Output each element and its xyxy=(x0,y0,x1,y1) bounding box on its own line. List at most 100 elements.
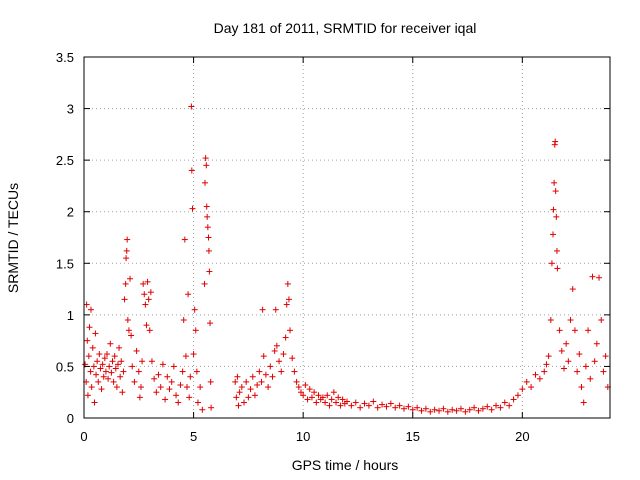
data-point xyxy=(247,386,254,393)
data-point xyxy=(125,327,132,334)
data-point xyxy=(108,369,115,376)
data-point xyxy=(146,327,153,334)
data-point xyxy=(576,351,583,358)
data-point xyxy=(333,399,340,406)
data-point xyxy=(159,361,166,368)
data-point xyxy=(142,301,149,308)
data-point xyxy=(124,317,131,324)
data-point xyxy=(556,327,563,334)
data-point xyxy=(563,340,570,347)
data-point xyxy=(553,213,560,220)
data-point xyxy=(162,396,169,403)
data-point xyxy=(113,384,120,391)
data-point xyxy=(514,392,521,399)
data-point xyxy=(560,365,567,372)
data-point xyxy=(88,384,95,391)
data-point xyxy=(208,404,215,411)
data-point xyxy=(324,392,331,399)
data-point xyxy=(293,378,300,385)
data-point xyxy=(306,386,313,393)
data-point xyxy=(598,317,605,324)
data-points xyxy=(82,103,611,415)
data-point xyxy=(197,384,204,391)
data-point xyxy=(84,337,91,344)
data-point xyxy=(128,332,135,339)
data-point xyxy=(335,394,342,401)
data-point xyxy=(179,368,186,375)
data-point xyxy=(101,355,108,362)
data-point xyxy=(339,396,346,403)
data-point xyxy=(188,103,195,110)
data-point xyxy=(427,408,434,415)
data-point xyxy=(86,324,93,331)
data-point xyxy=(205,234,212,241)
data-point xyxy=(287,327,294,334)
data-point xyxy=(173,392,180,399)
data-point xyxy=(106,363,113,370)
data-point xyxy=(436,407,443,414)
data-point xyxy=(602,353,609,360)
x-tick-label: 15 xyxy=(406,429,420,444)
data-point xyxy=(444,408,451,415)
data-point xyxy=(289,355,296,362)
data-point xyxy=(155,371,162,378)
data-point xyxy=(131,378,138,385)
data-point xyxy=(322,399,329,406)
data-point xyxy=(98,386,105,393)
data-point xyxy=(89,344,96,351)
data-point xyxy=(202,155,209,162)
data-point xyxy=(144,278,151,285)
data-point xyxy=(203,203,210,210)
data-point xyxy=(267,363,274,370)
data-point xyxy=(206,268,213,275)
axis-ticks xyxy=(83,56,610,419)
data-point xyxy=(187,373,194,380)
data-point xyxy=(110,378,117,385)
data-point xyxy=(352,399,359,406)
data-point xyxy=(204,224,211,231)
data-point xyxy=(233,394,240,401)
data-point xyxy=(204,213,211,220)
data-point xyxy=(357,404,364,411)
data-point xyxy=(497,404,504,411)
data-point xyxy=(311,389,318,396)
data-point xyxy=(488,406,495,413)
data-point xyxy=(191,306,198,313)
data-point xyxy=(302,381,309,388)
data-point xyxy=(120,368,127,375)
data-point xyxy=(259,306,266,313)
data-point xyxy=(188,167,195,174)
data-point xyxy=(276,358,283,365)
data-point xyxy=(379,401,386,408)
data-point xyxy=(578,384,585,391)
data-point xyxy=(392,404,399,411)
data-point xyxy=(262,371,269,378)
data-point xyxy=(582,363,589,370)
data-point xyxy=(587,375,594,382)
data-point xyxy=(97,365,104,372)
data-point xyxy=(143,322,150,329)
y-tick-labels: 0 0.5 1 1.5 2 2.5 3 3.5 xyxy=(56,50,74,426)
data-point xyxy=(92,330,99,337)
data-point xyxy=(102,368,109,375)
data-point xyxy=(565,358,572,365)
data-point xyxy=(116,344,123,351)
data-point xyxy=(193,368,200,375)
data-point xyxy=(137,384,144,391)
data-point xyxy=(123,247,130,254)
data-point xyxy=(109,358,116,365)
data-point xyxy=(240,399,247,406)
data-point xyxy=(194,399,201,406)
data-point xyxy=(569,286,576,293)
data-point xyxy=(387,400,394,407)
data-point xyxy=(129,363,136,370)
data-point xyxy=(139,358,146,365)
data-point xyxy=(140,280,147,287)
data-point xyxy=(313,399,320,406)
data-point xyxy=(519,386,526,393)
data-point xyxy=(184,384,191,391)
data-point xyxy=(543,361,550,368)
data-point xyxy=(99,361,106,368)
data-point xyxy=(243,378,250,385)
data-point xyxy=(121,296,128,303)
